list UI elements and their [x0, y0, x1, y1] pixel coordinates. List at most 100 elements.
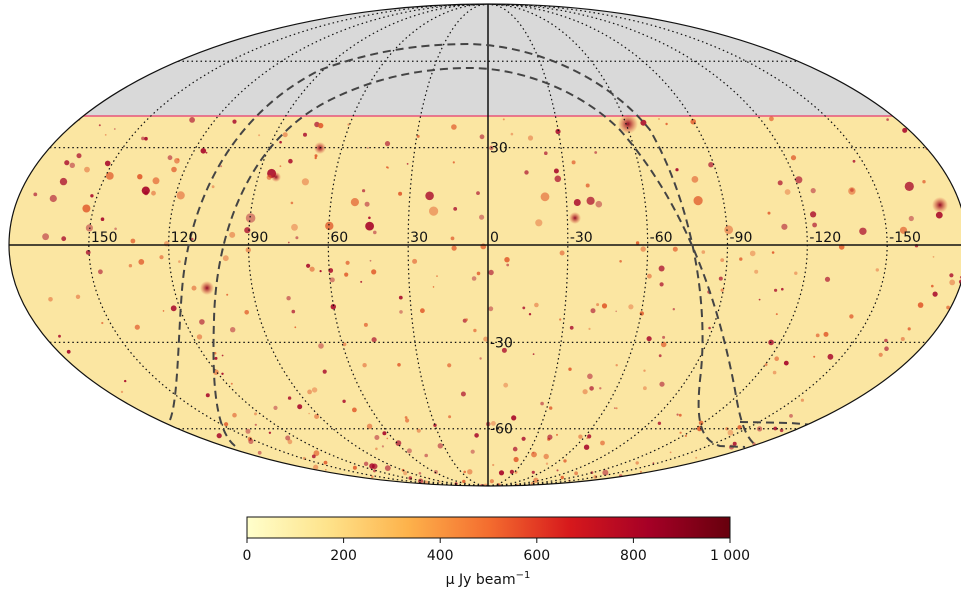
lon-label: -120	[809, 230, 841, 246]
source	[254, 423, 257, 426]
source	[287, 439, 293, 445]
lon-label: 30	[410, 230, 428, 246]
source	[344, 272, 349, 277]
lat-label: -60	[490, 422, 513, 438]
lon-label: -30	[570, 230, 593, 246]
source	[381, 445, 384, 448]
source	[429, 206, 439, 216]
source	[554, 175, 562, 183]
source	[471, 276, 477, 281]
source	[416, 134, 420, 138]
source	[467, 469, 473, 475]
source	[589, 386, 594, 391]
colorbar-tick-label: 200	[330, 548, 357, 564]
source	[294, 326, 297, 329]
source	[658, 118, 660, 120]
source	[812, 222, 817, 228]
source	[489, 479, 494, 484]
source	[101, 321, 104, 325]
source	[852, 159, 856, 163]
meridian	[88, 4, 489, 486]
source	[900, 337, 905, 341]
source	[76, 153, 82, 159]
source	[848, 187, 856, 195]
source	[779, 428, 784, 433]
colorbar-tick-label: 1 000	[710, 548, 750, 564]
source	[114, 227, 117, 231]
source	[619, 260, 622, 263]
source	[159, 255, 164, 260]
source	[151, 190, 156, 196]
source	[191, 285, 197, 291]
source	[406, 448, 412, 454]
source	[600, 440, 605, 446]
source	[511, 415, 517, 421]
source	[601, 303, 608, 309]
source	[84, 166, 90, 173]
source	[531, 451, 537, 458]
source	[167, 155, 173, 161]
source	[347, 123, 350, 126]
source	[371, 337, 377, 343]
source	[574, 471, 578, 476]
source	[412, 258, 418, 264]
source	[352, 465, 357, 470]
source	[59, 177, 68, 186]
source	[635, 461, 639, 465]
source	[492, 463, 495, 467]
masked-region	[9, 4, 961, 116]
source	[222, 255, 229, 262]
meridian	[327, 4, 489, 486]
source	[560, 475, 564, 480]
source	[640, 119, 647, 126]
source	[214, 356, 218, 360]
source	[571, 160, 576, 165]
source	[245, 247, 251, 253]
source	[90, 194, 94, 198]
source	[105, 172, 114, 180]
source	[367, 147, 369, 149]
source	[309, 266, 315, 272]
source	[527, 135, 534, 141]
source	[399, 310, 403, 314]
source	[418, 472, 422, 475]
source	[593, 475, 598, 479]
source	[190, 237, 194, 241]
graticule-labels: 150 120 90 60 30 0 -30 -60 -90 -120 -150 30 -30 -60	[91, 141, 921, 438]
source	[488, 306, 494, 312]
source	[405, 418, 410, 423]
bright-source	[618, 114, 638, 134]
source	[362, 363, 367, 368]
source	[325, 469, 327, 471]
source	[374, 435, 380, 440]
source	[450, 236, 455, 241]
source	[534, 302, 539, 308]
source	[479, 214, 485, 220]
source	[587, 434, 592, 439]
source	[813, 355, 816, 358]
source	[764, 363, 768, 367]
source	[318, 122, 324, 129]
source	[718, 276, 723, 281]
source	[639, 311, 644, 316]
source	[462, 479, 466, 484]
source	[295, 236, 299, 240]
source	[279, 140, 282, 144]
colorbar-scale	[246, 516, 731, 539]
source	[382, 431, 387, 436]
source	[424, 453, 429, 458]
source	[479, 357, 482, 360]
source	[672, 308, 675, 311]
source	[506, 263, 510, 267]
source	[491, 421, 496, 426]
source	[386, 166, 388, 169]
source	[216, 433, 222, 439]
source	[771, 251, 775, 254]
source	[307, 389, 312, 395]
source	[899, 226, 908, 234]
source	[586, 196, 595, 205]
source	[602, 469, 609, 476]
source	[371, 269, 377, 275]
source	[318, 343, 324, 349]
source	[502, 118, 505, 121]
